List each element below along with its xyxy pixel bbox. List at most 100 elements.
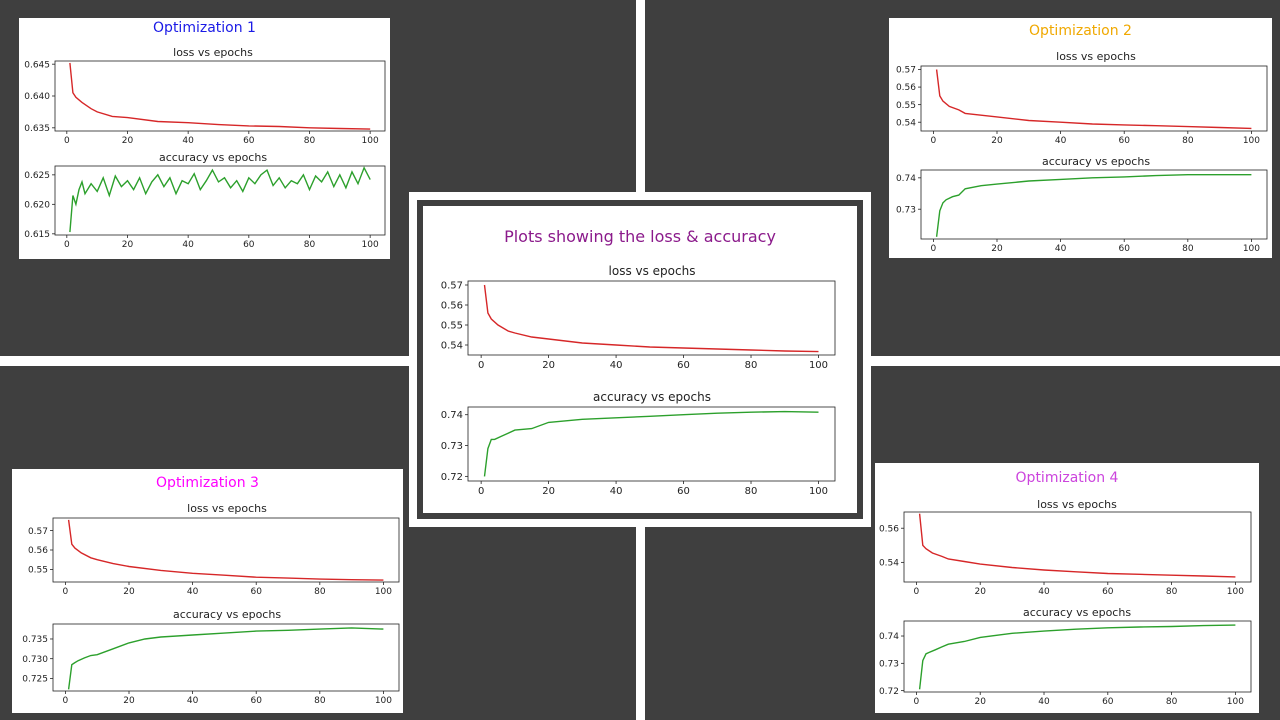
x-tick-label: 60: [677, 360, 690, 371]
series-line: [69, 166, 371, 233]
x-tick-label: 20: [123, 587, 135, 597]
optimization-2-plots: loss vs epochs 0 20 40 60 80 1000.540.550.560…: [896, 50, 1268, 254]
loss-chart: 0 20 40 60 80 100 0.54 0.55 0.56 0.57: [441, 281, 836, 371]
accuracy-plot-title: accuracy vs epochs: [593, 390, 711, 404]
series-line: [69, 62, 371, 130]
x-tick-label: 60: [243, 240, 255, 250]
x-tick-label: 80: [1166, 697, 1178, 707]
x-tick-label: 80: [304, 136, 316, 146]
optimization-4-plots: loss vs epochs 0 20 40 60 80 100 0.54 0.56 accu…: [879, 498, 1252, 707]
accuracy-chart: 0 20 40 60 80 100 0.615 0.620 0.625: [24, 165, 386, 250]
plot-frame: [54, 60, 386, 132]
accuracy-chart: 0 20 40 60 80 100 0.73 0.74: [896, 169, 1268, 254]
plot-frame: [920, 169, 1268, 240]
y-tick-label: 0.620: [24, 200, 50, 210]
x-tick-label: 20: [974, 697, 986, 707]
x-tick-label: 100: [1243, 136, 1260, 146]
x-tick-label: 20: [122, 136, 134, 146]
y-tick-label: 0.625: [24, 171, 50, 181]
accuracy-chart: 0 20 40 60 80 100 0.72 0.73 0.74: [441, 406, 836, 497]
series-line: [67, 627, 384, 690]
x-tick-label: 60: [1102, 587, 1114, 597]
plot-frame: [54, 165, 386, 236]
accuracy-plot-title: accuracy vs epochs: [173, 608, 281, 621]
x-tick-label: 100: [375, 587, 392, 597]
y-tick-label: 0.54: [879, 559, 899, 569]
panel-title: Optimization 1: [153, 20, 256, 36]
series-line: [918, 624, 1236, 690]
loss-plot-title: loss vs epochs: [173, 46, 253, 59]
x-tick-label: 40: [182, 240, 194, 250]
x-tick-label: 20: [542, 486, 555, 497]
x-tick-label: 40: [1038, 587, 1050, 597]
optimization-4-panel: Optimization 4 loss vs epochs 0 20 40 60 80 1…: [875, 463, 1259, 713]
x-tick-label: 100: [809, 360, 828, 371]
x-tick-label: 40: [182, 136, 194, 146]
y-tick-label: 0.55: [441, 321, 463, 332]
x-tick-label: 80: [745, 360, 758, 371]
x-tick-label: 0: [64, 136, 70, 146]
y-tick-label: 0.57: [441, 281, 463, 292]
y-tick-label: 0.74: [896, 174, 916, 184]
loss-chart: 0 20 40 60 80 100 0.54 0.55 0.56 0.57: [896, 65, 1268, 146]
center-panel: Plots showing the loss & accuracy loss v…: [423, 206, 857, 513]
x-tick-label: 100: [1227, 587, 1244, 597]
x-tick-label: 100: [362, 136, 379, 146]
plot-frame: [903, 620, 1252, 693]
x-tick-label: 40: [1038, 697, 1050, 707]
accuracy-plot-title: accuracy vs epochs: [1023, 606, 1131, 619]
series-line: [483, 284, 819, 353]
x-tick-label: 80: [745, 486, 758, 497]
x-tick-label: 20: [991, 136, 1003, 146]
x-tick-label: 40: [1055, 136, 1067, 146]
x-tick-label: 60: [1118, 136, 1130, 146]
loss-plot-title: loss vs epochs: [187, 502, 267, 515]
x-tick-label: 100: [1243, 244, 1260, 254]
y-tick-label: 0.74: [441, 410, 463, 421]
x-tick-label: 60: [677, 486, 690, 497]
y-tick-label: 0.730: [22, 655, 48, 665]
center-frame: Plots showing the loss & accuracy loss v…: [409, 192, 871, 527]
y-tick-label: 0.645: [24, 60, 50, 70]
y-tick-label: 0.56: [28, 546, 48, 556]
plot-frame: [52, 517, 400, 583]
x-tick-label: 40: [610, 360, 623, 371]
accuracy-chart: 0 20 40 60 80 100 0.72 0.73 0.74: [879, 620, 1252, 707]
y-tick-label: 0.73: [879, 659, 899, 669]
x-tick-label: 100: [375, 696, 392, 706]
accuracy-plot-title: accuracy vs epochs: [1042, 155, 1150, 168]
x-tick-label: 20: [542, 360, 555, 371]
series-line: [935, 69, 1252, 130]
series-line: [935, 173, 1252, 237]
y-tick-label: 0.54: [441, 341, 463, 352]
loss-plot-title: loss vs epochs: [1037, 498, 1117, 511]
y-tick-label: 0.635: [24, 124, 50, 134]
x-tick-label: 80: [1166, 587, 1178, 597]
optimization-2-panel: Optimization 2 loss vs epochs 0 20 40 60 80 1…: [889, 18, 1272, 258]
y-tick-label: 0.72: [441, 472, 463, 483]
y-tick-label: 0.55: [28, 566, 48, 576]
x-tick-label: 60: [250, 696, 262, 706]
center-title: Plots showing the loss & accuracy: [504, 227, 776, 246]
x-tick-label: 0: [931, 244, 937, 254]
plot-frame: [52, 623, 400, 692]
x-tick-label: 40: [187, 696, 199, 706]
x-tick-label: 20: [122, 240, 134, 250]
x-tick-label: 20: [991, 244, 1003, 254]
accuracy-plot-title: accuracy vs epochs: [159, 151, 267, 164]
x-tick-label: 0: [64, 240, 70, 250]
panel-title: Optimization 2: [1029, 23, 1132, 39]
center-frame-border: Plots showing the loss & accuracy loss v…: [417, 200, 863, 519]
x-tick-label: 60: [243, 136, 255, 146]
center-plots: loss vs epochs 0 20 40 60 80 1000.540.550.560…: [441, 264, 836, 497]
loss-chart: 0 20 40 60 80 100 0.635 0.640 0.645: [24, 60, 386, 146]
panel-title: Optimization 3: [156, 475, 259, 491]
x-tick-label: 0: [63, 696, 69, 706]
y-tick-label: 0.735: [22, 635, 48, 645]
y-tick-label: 0.57: [28, 527, 48, 537]
y-tick-label: 0.72: [879, 687, 899, 697]
x-tick-label: 40: [610, 486, 623, 497]
y-tick-label: 0.725: [22, 675, 48, 685]
x-tick-label: 20: [123, 696, 135, 706]
x-tick-label: 80: [314, 696, 326, 706]
